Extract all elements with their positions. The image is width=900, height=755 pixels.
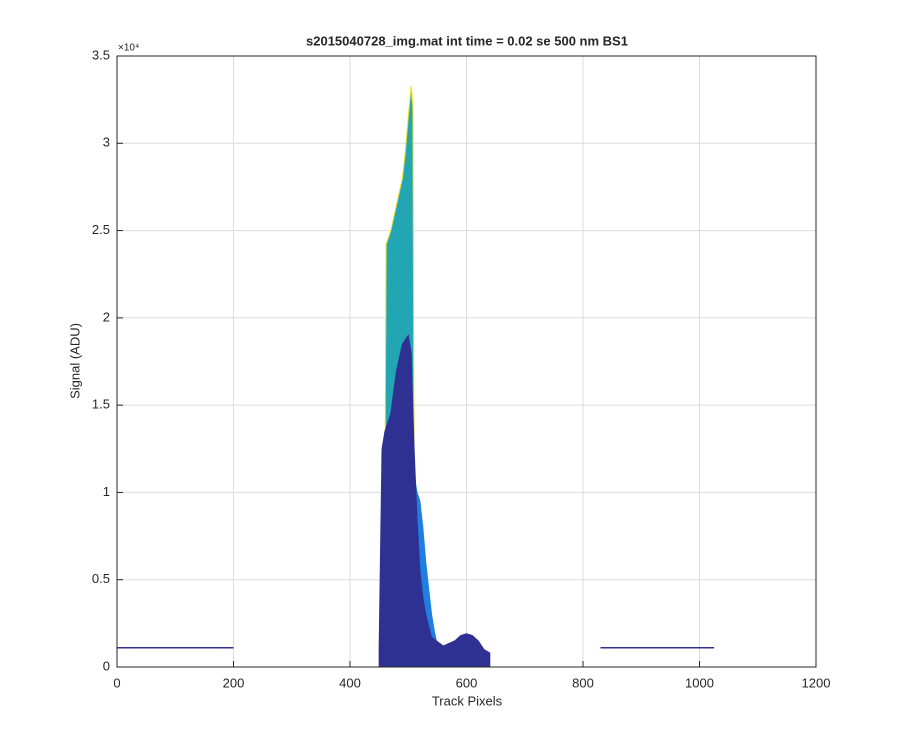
x-tick-label: 600	[456, 675, 478, 690]
x-tick-label: 0	[113, 675, 120, 690]
x-axis-label: Track Pixels	[432, 693, 503, 708]
y-exponent: ×10⁴	[118, 43, 139, 54]
axes-box	[116, 55, 817, 668]
chart-title: s2015040728_img.mat int time = 0.02 se 5…	[306, 33, 628, 48]
x-tick-label: 800	[572, 675, 594, 690]
y-tick-label: 2.5	[92, 222, 110, 237]
y-axis-label: Signal (ADU)	[67, 323, 82, 399]
x-tick-label: 400	[339, 675, 361, 690]
y-tick-label: 3	[103, 135, 110, 150]
y-tick-label: 1.5	[92, 397, 110, 412]
y-tick-label: 3.5	[92, 47, 110, 62]
x-tick-label: 200	[223, 675, 245, 690]
x-tick-label: 1200	[802, 675, 831, 690]
y-tick-label: 2	[103, 309, 110, 324]
series-area	[378, 333, 491, 668]
x-tick-label: 1000	[685, 675, 714, 690]
y-tick-label: 0	[103, 658, 110, 673]
y-tick-label: 1	[103, 484, 110, 499]
y-tick-label: 0.5	[92, 571, 110, 586]
